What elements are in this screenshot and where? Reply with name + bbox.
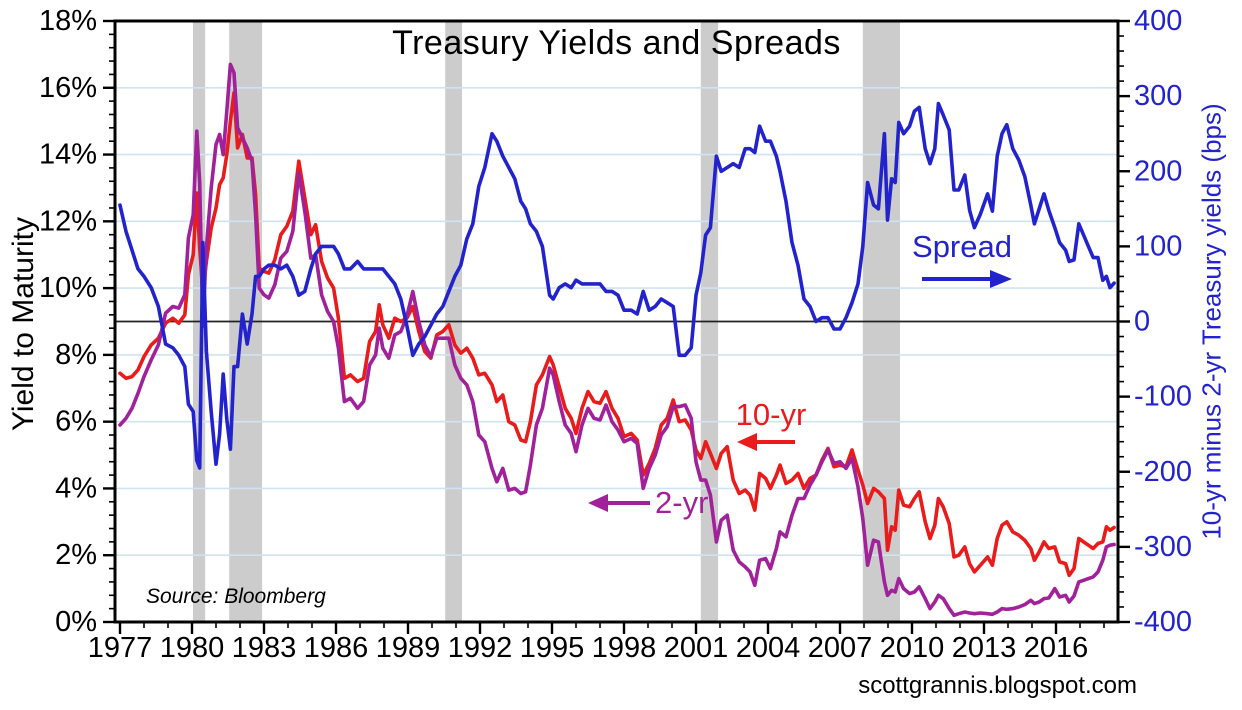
x-tick-label: 1995 [520,632,585,664]
y-left-tick-label: 2% [55,539,97,571]
x-tick-label: 2013 [952,632,1017,664]
y-left-tick-label: 4% [55,472,97,504]
x-tick-label: 2010 [880,632,945,664]
y-left-tick-label: 18% [39,5,97,37]
x-tick-label: 1992 [448,632,513,664]
source-note: Source: Bloomberg [146,585,326,608]
website-credit: scottgrannis.blogspot.com [858,672,1137,699]
x-tick-label: 2016 [1024,632,1089,664]
ten-year-annotation-label: 10-yr [735,397,807,432]
y-right-tick-label: -200 [1134,456,1192,488]
y-left-tick-label: 16% [39,72,97,104]
y-left-tick-label: 6% [55,406,97,438]
ten-year-series-line [118,91,1116,578]
two-year-series-line [118,62,1116,618]
x-tick-label: 2004 [736,632,801,664]
spread-right-arrow-icon [922,270,1012,288]
two-year-annotation: 2-yr [588,485,708,521]
y-left-tick-label: 10% [39,272,97,304]
x-tick-label: 1980 [160,632,225,664]
x-tick-label: 1977 [88,632,153,664]
x-tick-label: 2001 [664,632,729,664]
spread-series-line [118,101,1116,470]
x-tick-label: 2007 [808,632,873,664]
y-left-tick-label: 12% [39,205,97,237]
two-year-left-arrow-icon [588,494,650,512]
plot-frame [113,19,1120,624]
y-right-tick-label: -300 [1134,531,1192,563]
y-right-tick-label: -100 [1134,381,1192,413]
y-left-tick-label: 14% [39,139,97,171]
y-right-tick-label: 300 [1134,80,1182,112]
two-year-annotation-label: 2-yr [655,485,709,520]
y-left-tick-label: 0% [55,606,97,638]
y-left-tick-label: 8% [55,339,97,371]
y-right-tick-label: 200 [1134,155,1182,187]
x-tick-label: 1983 [232,632,297,664]
y-right-tick-label: 400 [1134,5,1182,37]
chart-title: Treasury Yields and Spreads [392,24,841,62]
spread-annotation-label: Spread [912,229,1012,264]
x-tick-label: 1989 [376,632,441,664]
y-right-tick-label: 100 [1134,230,1182,262]
y-right-tick-label: 0 [1134,306,1150,338]
x-tick-label: 1986 [304,632,369,664]
right-axis-title: 10-yr minus 2-yr Treasury yields (bps) [1196,103,1227,540]
y-right-tick-label: -400 [1134,606,1192,638]
x-tick-label: 1998 [592,632,657,664]
series-group [118,62,1116,618]
ten-year-left-arrow-icon [737,433,795,451]
left-axis-title: Yield to Maturity [7,217,40,431]
